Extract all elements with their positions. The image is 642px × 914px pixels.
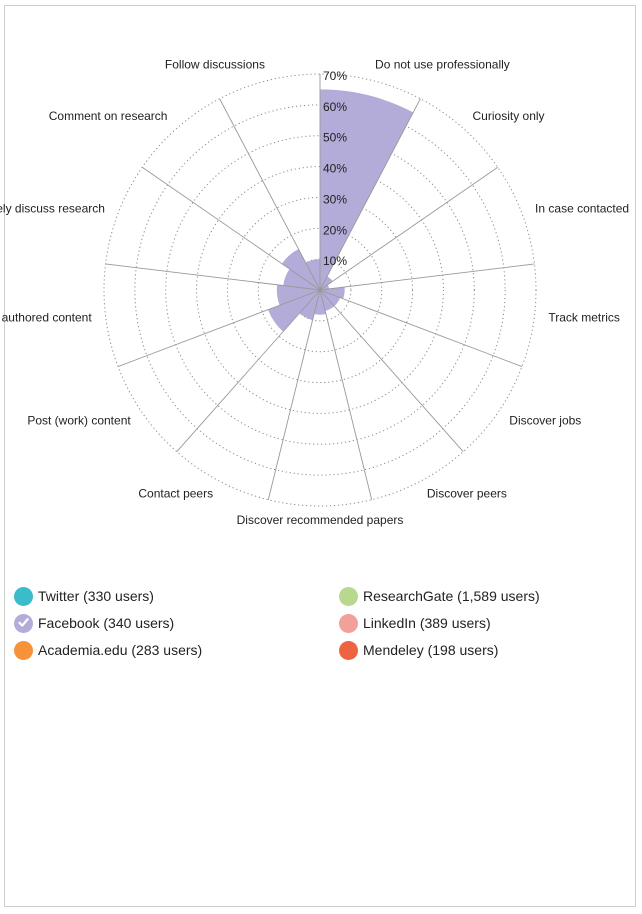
category-label: Curiosity only [473, 109, 545, 123]
legend-item-researchgate[interactable]: ResearchGate (1,589 users) [339, 585, 540, 607]
grid-ring [196, 166, 444, 414]
radial-tick-label: 70% [323, 69, 347, 83]
grid-spoke [267, 289, 321, 500]
radial-tick-labels: 10% 20% 30% 40% 50% 60% 70% [323, 69, 347, 268]
grid-spoke [319, 289, 464, 452]
grid-spoke [105, 263, 321, 291]
category-label: Track metrics [548, 311, 620, 325]
chart-bar[interactable] [314, 290, 326, 315]
chart-bar[interactable] [299, 290, 320, 320]
chart-bar[interactable] [320, 287, 345, 299]
category-label: Discover peers [427, 487, 507, 501]
chart-bar[interactable] [320, 276, 333, 290]
radial-tick-label: 10% [323, 254, 347, 268]
legend-label: Mendeley (198 users) [363, 642, 499, 658]
legend-swatch-academia [14, 640, 33, 660]
category-labels: Do not use professionally Curiosity only I… [0, 58, 629, 527]
category-label: Comment on research [49, 109, 168, 123]
legend-swatch-researchgate [339, 586, 358, 606]
radial-tick-label: 50% [323, 131, 347, 145]
grid-spoke [176, 289, 321, 452]
chart-bar[interactable] [320, 89, 414, 290]
category-label: Actively discuss research [0, 201, 105, 215]
category-label: In case contacted [535, 201, 629, 215]
legend-item-linkedin[interactable]: LinkedIn (389 users) [339, 612, 491, 634]
grid-ring [165, 135, 475, 445]
chart-bar[interactable] [283, 268, 320, 290]
category-label: Share links to authored content [0, 311, 92, 325]
legend-swatch-mendeley [339, 640, 358, 660]
grid-spoke [319, 263, 535, 291]
legend-item-facebook[interactable]: Facebook (340 users) [14, 612, 174, 634]
grid-ring [257, 227, 383, 353]
grid-spoke [319, 289, 373, 500]
category-label: Contact peers [138, 487, 213, 501]
grid-spoke [319, 289, 523, 368]
chart-bar[interactable] [276, 284, 320, 306]
legend-label: Academia.edu (283 users) [38, 642, 203, 658]
legend-item-academia[interactable]: Academia.edu (283 users) [14, 639, 202, 661]
legend-swatch-twitter [14, 586, 33, 606]
radial-tick-label: 60% [323, 100, 347, 114]
chart-spokes [105, 74, 535, 500]
category-label: Post (work) content [27, 414, 131, 428]
check-icon [18, 617, 29, 627]
grid-spoke [141, 166, 321, 291]
legend-item-mendeley[interactable]: Mendeley (198 users) [339, 639, 498, 661]
legend-label: Facebook (340 users) [38, 615, 175, 631]
legend-label: Twitter (330 users) [38, 588, 154, 604]
grid-spoke [319, 98, 421, 291]
grid-ring [103, 73, 537, 507]
category-label: Do not use professionally [375, 58, 510, 72]
radial-tick-label: 20% [323, 223, 347, 237]
chart-bar[interactable] [320, 290, 335, 311]
category-label: Discover recommended papers [237, 513, 404, 527]
grid-spoke [319, 166, 499, 291]
grid-ring [226, 196, 414, 384]
category-label: Discover jobs [509, 414, 581, 428]
legend-item-twitter[interactable]: Twitter (330 users) [14, 585, 154, 607]
radial-tick-label: 30% [323, 192, 347, 206]
legend-swatch-facebook [14, 613, 33, 633]
chart-bar[interactable] [320, 290, 341, 307]
grid-spoke [117, 289, 321, 368]
legend-swatch-linkedin [339, 613, 358, 633]
legend-label: LinkedIn (389 users) [363, 615, 491, 631]
chart-bar[interactable] [281, 249, 320, 290]
category-label: Follow discussions [165, 58, 265, 72]
radial-tick-label: 40% [323, 162, 347, 176]
grid-spoke [219, 98, 321, 291]
chart-bar[interactable] [268, 290, 320, 332]
chart-bars [268, 89, 414, 332]
legend-label: ResearchGate (1,589 users) [363, 588, 540, 604]
